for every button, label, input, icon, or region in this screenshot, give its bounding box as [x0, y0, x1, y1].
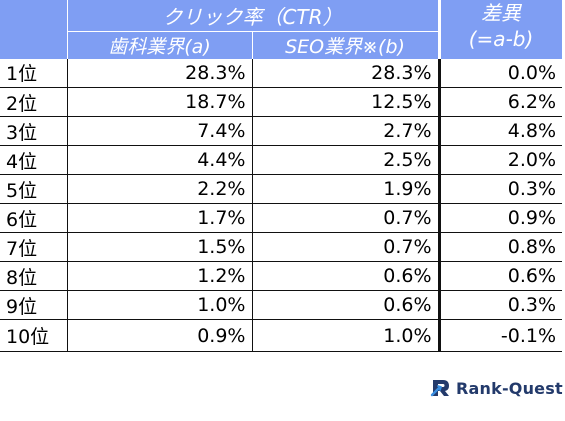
rank-cell: 10位: [0, 319, 68, 352]
logo-text: Rank-Quest: [456, 378, 563, 398]
column-header-seo: SEO業界※(b): [252, 31, 440, 59]
rank-cell: 1位: [0, 58, 68, 88]
table-header-row-1: クリック率（CTR） 差異 (=a-b): [0, 0, 563, 59]
table-row: 5位 2.2% 1.9% 0.3%: [0, 174, 563, 204]
table-row: 8位 1.2% 0.6% 0.6%: [0, 261, 563, 291]
table-row: 7位 1.5% 0.7% 0.8%: [0, 232, 563, 262]
dental-ctr-cell: 0.9%: [67, 319, 253, 352]
dental-ctr-cell: 7.4%: [67, 116, 253, 146]
seo-ctr-cell: 0.6%: [252, 290, 441, 320]
rank-cell: 6位: [0, 203, 68, 233]
dental-ctr-cell: 1.2%: [67, 261, 253, 291]
dental-ctr-cell: 1.7%: [67, 203, 253, 233]
table-row: 9位 1.0% 0.6% 0.3%: [0, 290, 563, 320]
diff-cell: 0.8%: [439, 232, 563, 262]
dental-ctr-cell: 18.7%: [67, 87, 253, 117]
table-row: 10位 0.9% 1.0% -0.1%: [0, 319, 563, 352]
diff-cell: -0.1%: [439, 319, 563, 352]
rank-cell: 7位: [0, 232, 68, 262]
diff-cell: 0.6%: [439, 261, 563, 291]
seo-ctr-cell: 12.5%: [252, 87, 441, 117]
diff-title: 差異 (=a-b): [437, 0, 563, 59]
table-row: 4位 4.4% 2.5% 2.0%: [0, 145, 563, 175]
table-row: 1位 28.3% 28.3% 0.0%: [0, 58, 563, 88]
rank-cell: 3位: [0, 116, 68, 146]
table-row: 6位 1.7% 0.7% 0.9%: [0, 203, 563, 233]
diff-cell: 0.9%: [439, 203, 563, 233]
rank-cell: 5位: [0, 174, 68, 204]
seo-ctr-cell: 2.7%: [252, 116, 441, 146]
dental-ctr-cell: 1.5%: [67, 232, 253, 262]
diff-cell: 0.3%: [439, 290, 563, 320]
dental-ctr-cell: 2.2%: [67, 174, 253, 204]
ctr-comparison-table: クリック率（CTR） 差異 (=a-b) 歯科業界(a) SEO業界※(b) 1…: [0, 0, 563, 352]
rank-quest-logo: Rank-Quest: [430, 376, 563, 400]
header-rank-cell: [0, 0, 68, 59]
seo-ctr-cell: 2.5%: [252, 145, 441, 175]
table-row: 2位 18.7% 12.5% 6.2%: [0, 87, 563, 117]
table-row: 3位 7.4% 2.7% 4.8%: [0, 116, 563, 146]
seo-ctr-cell: 0.7%: [252, 232, 441, 262]
diff-title-line2: (=a-b): [468, 27, 534, 51]
diff-cell: 0.0%: [439, 58, 563, 88]
seo-ctr-cell: 1.9%: [252, 174, 441, 204]
rank-quest-logo-icon: [430, 380, 449, 397]
rank-cell: 4位: [0, 145, 68, 175]
rank-cell: 9位: [0, 290, 68, 320]
seo-ctr-cell: 1.0%: [252, 319, 441, 352]
dental-ctr-cell: 4.4%: [67, 145, 253, 175]
diff-cell: 2.0%: [439, 145, 563, 175]
rank-cell: 2位: [0, 87, 68, 117]
seo-ctr-cell: 0.6%: [252, 261, 441, 291]
dental-ctr-cell: 28.3%: [67, 58, 253, 88]
column-header-dental: 歯科業界(a): [67, 31, 253, 59]
diff-cell: 0.3%: [439, 174, 563, 204]
table-body: 1位 28.3% 28.3% 0.0% 2位 18.7% 12.5% 6.2% 3位 7.4% 2.…: [0, 58, 563, 352]
diff-title-line1: 差異: [481, 1, 522, 25]
seo-ctr-cell: 28.3%: [252, 58, 441, 88]
diff-cell: 6.2%: [439, 87, 563, 117]
rank-cell: 8位: [0, 261, 68, 291]
dental-ctr-cell: 1.0%: [67, 290, 253, 320]
ctr-title: クリック率（CTR）: [67, 0, 440, 32]
diff-cell: 4.8%: [439, 116, 563, 146]
seo-ctr-cell: 0.7%: [252, 203, 441, 233]
